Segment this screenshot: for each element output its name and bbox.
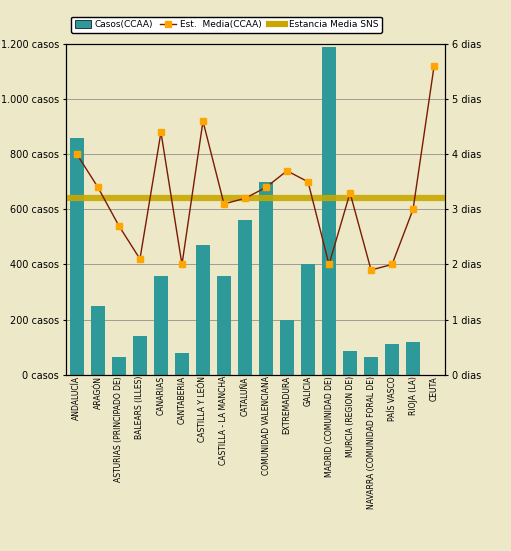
Bar xyxy=(175,353,189,375)
Bar xyxy=(343,352,357,375)
Bar xyxy=(259,182,273,375)
Bar xyxy=(301,264,315,375)
Bar xyxy=(238,220,252,375)
Legend: Casos(CCAA), Est.  Media(CCAA), Estancia Media SNS: Casos(CCAA), Est. Media(CCAA), Estancia … xyxy=(71,17,382,33)
Bar xyxy=(217,276,231,375)
Bar xyxy=(406,342,420,375)
Bar xyxy=(154,276,168,375)
Bar xyxy=(364,357,378,375)
Bar xyxy=(196,245,210,375)
Bar xyxy=(385,344,399,375)
Bar xyxy=(280,320,294,375)
Bar xyxy=(70,138,84,375)
Bar xyxy=(112,357,126,375)
Bar xyxy=(133,336,147,375)
Bar xyxy=(322,47,336,375)
Bar xyxy=(91,306,105,375)
